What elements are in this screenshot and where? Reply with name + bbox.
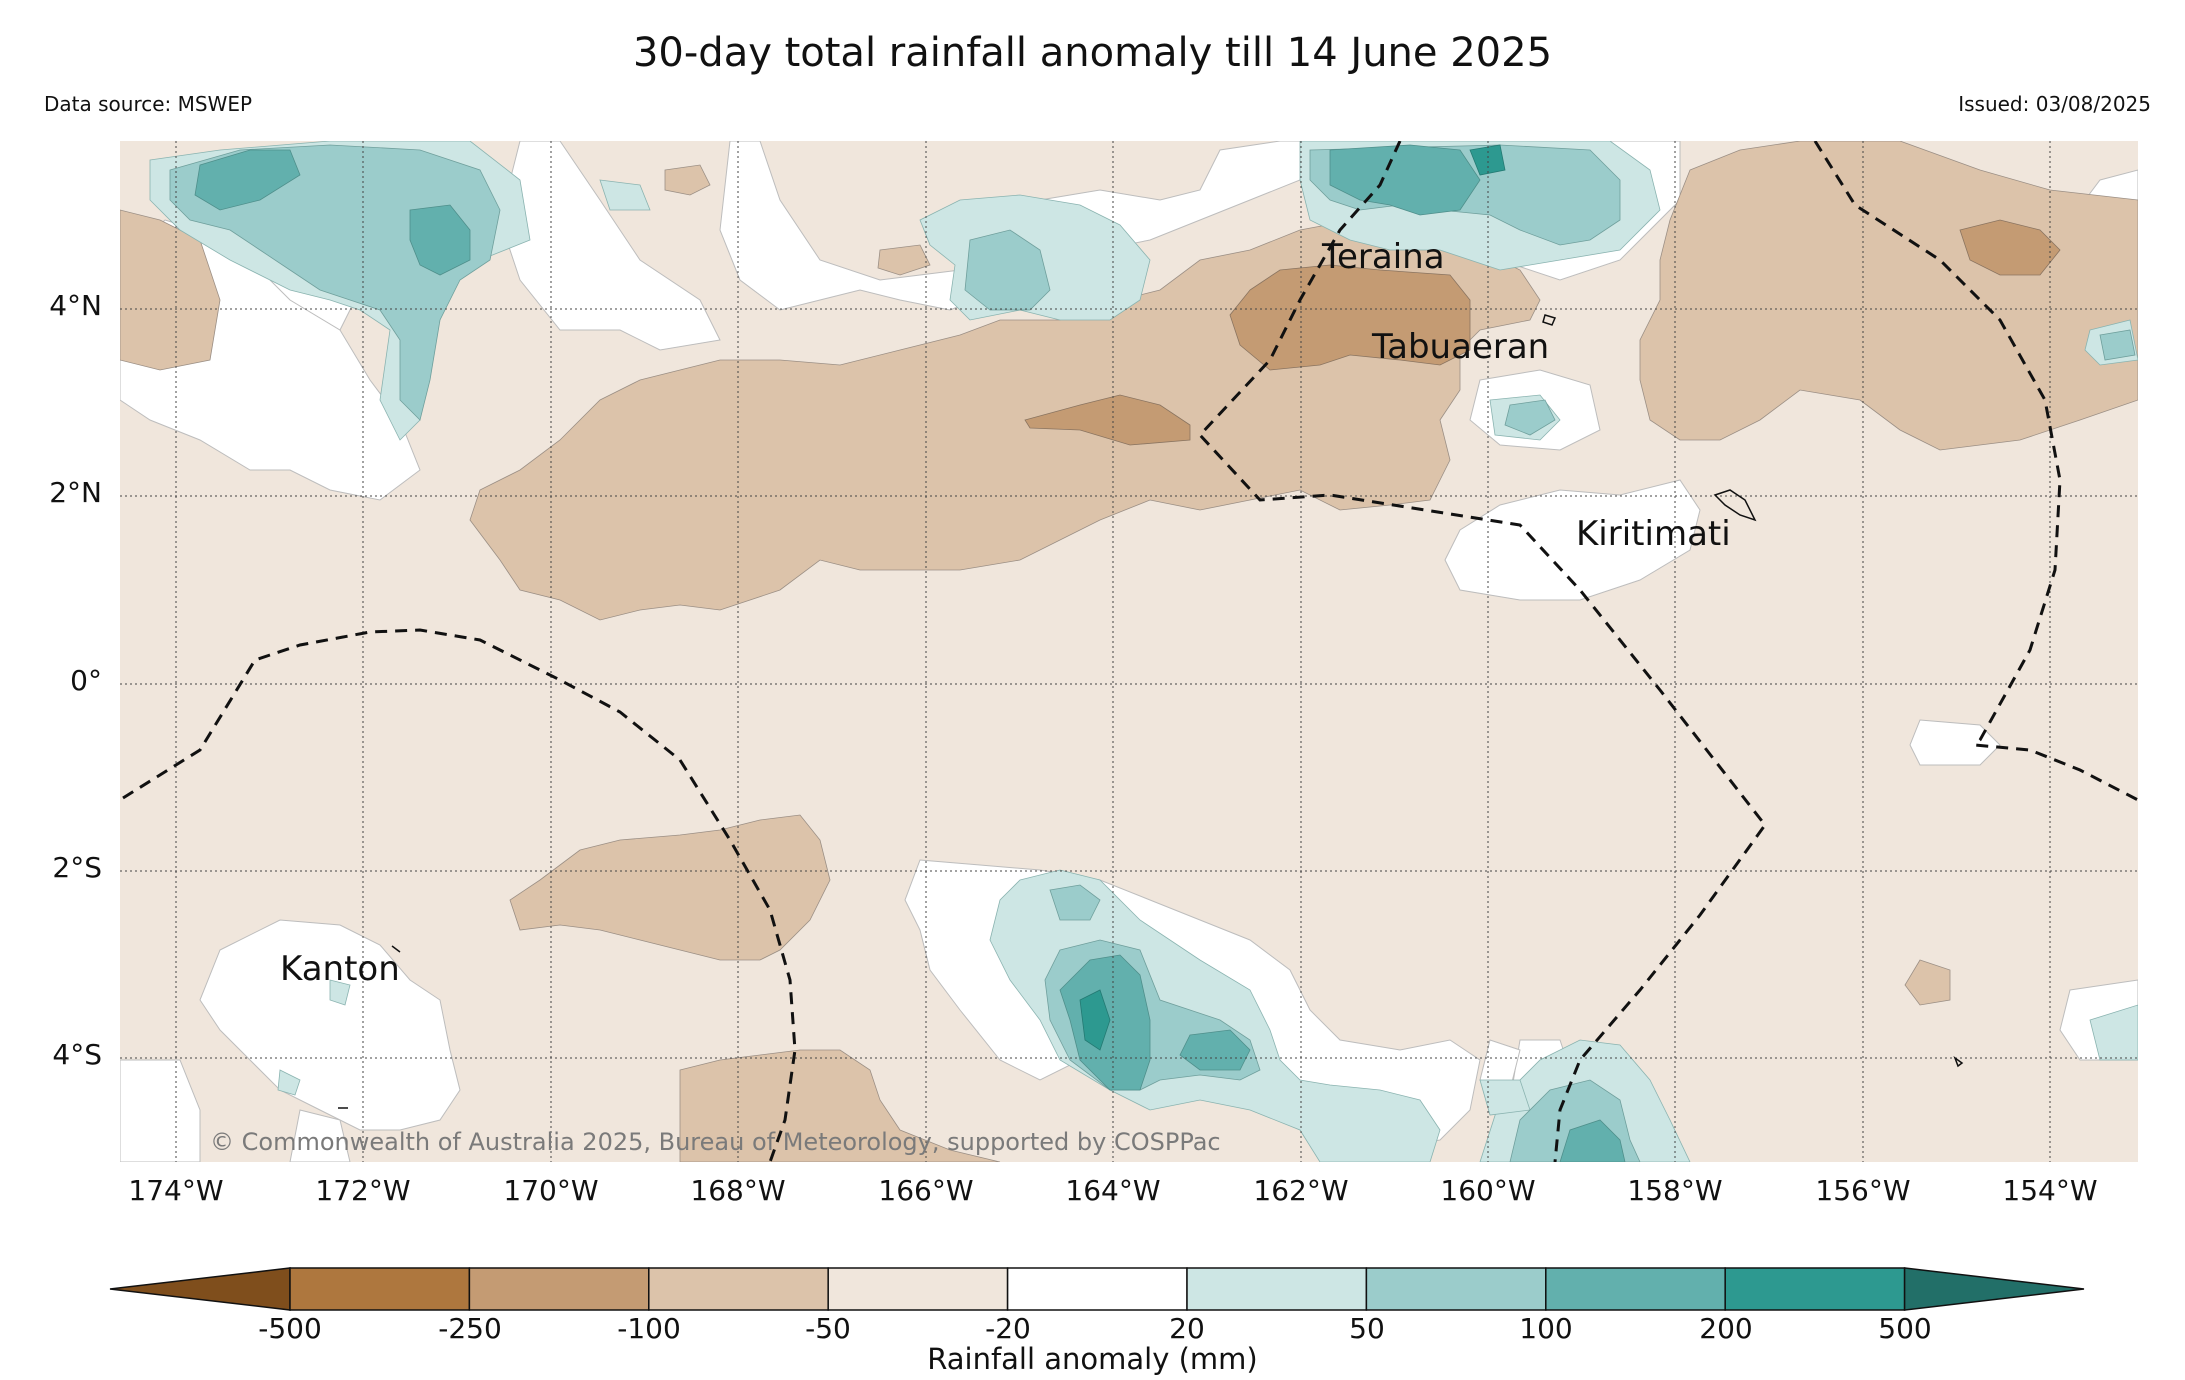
dry-100-250-areas (1024, 219, 2061, 446)
colorbar-tick: 20 (1169, 1312, 1205, 1345)
colorbar-segment (468, 1267, 650, 1311)
colorbar-tick: 500 (1878, 1312, 1932, 1345)
lon-label-158w: 158°W (1627, 1174, 1723, 1207)
lon-label-162w: 162°W (1253, 1174, 1349, 1207)
colorbar-tick: -100 (617, 1312, 681, 1345)
lon-label-160w: 160°W (1440, 1174, 1536, 1207)
map-title: 30-day total rainfall anomaly till 14 Ju… (632, 30, 1553, 76)
lon-label-174w: 174°W (128, 1174, 224, 1207)
place-label-teraina: Teraina (1321, 237, 1445, 277)
wet-200-500-areas (1079, 144, 1506, 1051)
place-label-tabuaeran: Tabuaeran (1371, 327, 1549, 367)
lon-label-168w: 168°W (690, 1174, 786, 1207)
lon-label-164w: 164°W (1065, 1174, 1161, 1207)
island-outlines (338, 314, 1964, 1109)
colorbar-segment (827, 1267, 1009, 1311)
lon-label-170w: 170°W (503, 1174, 599, 1207)
place-label-kiritimati: Kiritimati (1576, 514, 1731, 554)
colorbar-segment (289, 1267, 471, 1311)
lon-label-154w: 154°W (2002, 1174, 2098, 1207)
colorbar-tick: -250 (438, 1312, 502, 1345)
colorbar-segment (1186, 1267, 1368, 1311)
colorbar-tick: -20 (985, 1312, 1031, 1345)
colorbar-segment (1365, 1267, 1547, 1311)
issued-date-label: Issued: 03/08/2025 (1958, 92, 2151, 116)
colorbar-tick: 50 (1349, 1312, 1385, 1345)
colorbar-segment (1006, 1267, 1188, 1311)
colorbar-tick: 200 (1699, 1312, 1753, 1345)
colorbar-tick: 100 (1519, 1312, 1573, 1345)
lat-label-0: 0° (70, 664, 102, 697)
lon-label-172w: 172°W (315, 1174, 411, 1207)
lat-label-2n: 2°N (49, 476, 102, 509)
eez-boundaries (122, 141, 2138, 1162)
place-label-kanton: Kanton (280, 949, 400, 989)
data-source-label: Data source: MSWEP (44, 92, 253, 116)
colorbar (109, 1267, 2085, 1311)
colorbar-segment (1724, 1267, 1906, 1311)
colorbar-extend-high (1903, 1267, 2085, 1311)
copyright-notice: © Commonwealth of Australia 2025, Bureau… (210, 1128, 1221, 1156)
graticule (120, 141, 2138, 1162)
colorbar-extend-low (109, 1267, 291, 1311)
lat-label-2s: 2°S (52, 851, 102, 884)
lon-label-166w: 166°W (878, 1174, 974, 1207)
lon-label-156w: 156°W (1815, 1174, 1911, 1207)
colorbar-label: Rainfall anomaly (mm) (927, 1342, 1258, 1376)
colorbar-tick: -500 (258, 1312, 322, 1345)
lat-label-4s: 4°S (52, 1038, 102, 1071)
colorbar-segment (648, 1267, 829, 1311)
colorbar-segment (1545, 1267, 1726, 1311)
colorbar-tick: -50 (805, 1312, 851, 1345)
lat-label-4n: 4°N (49, 289, 102, 322)
